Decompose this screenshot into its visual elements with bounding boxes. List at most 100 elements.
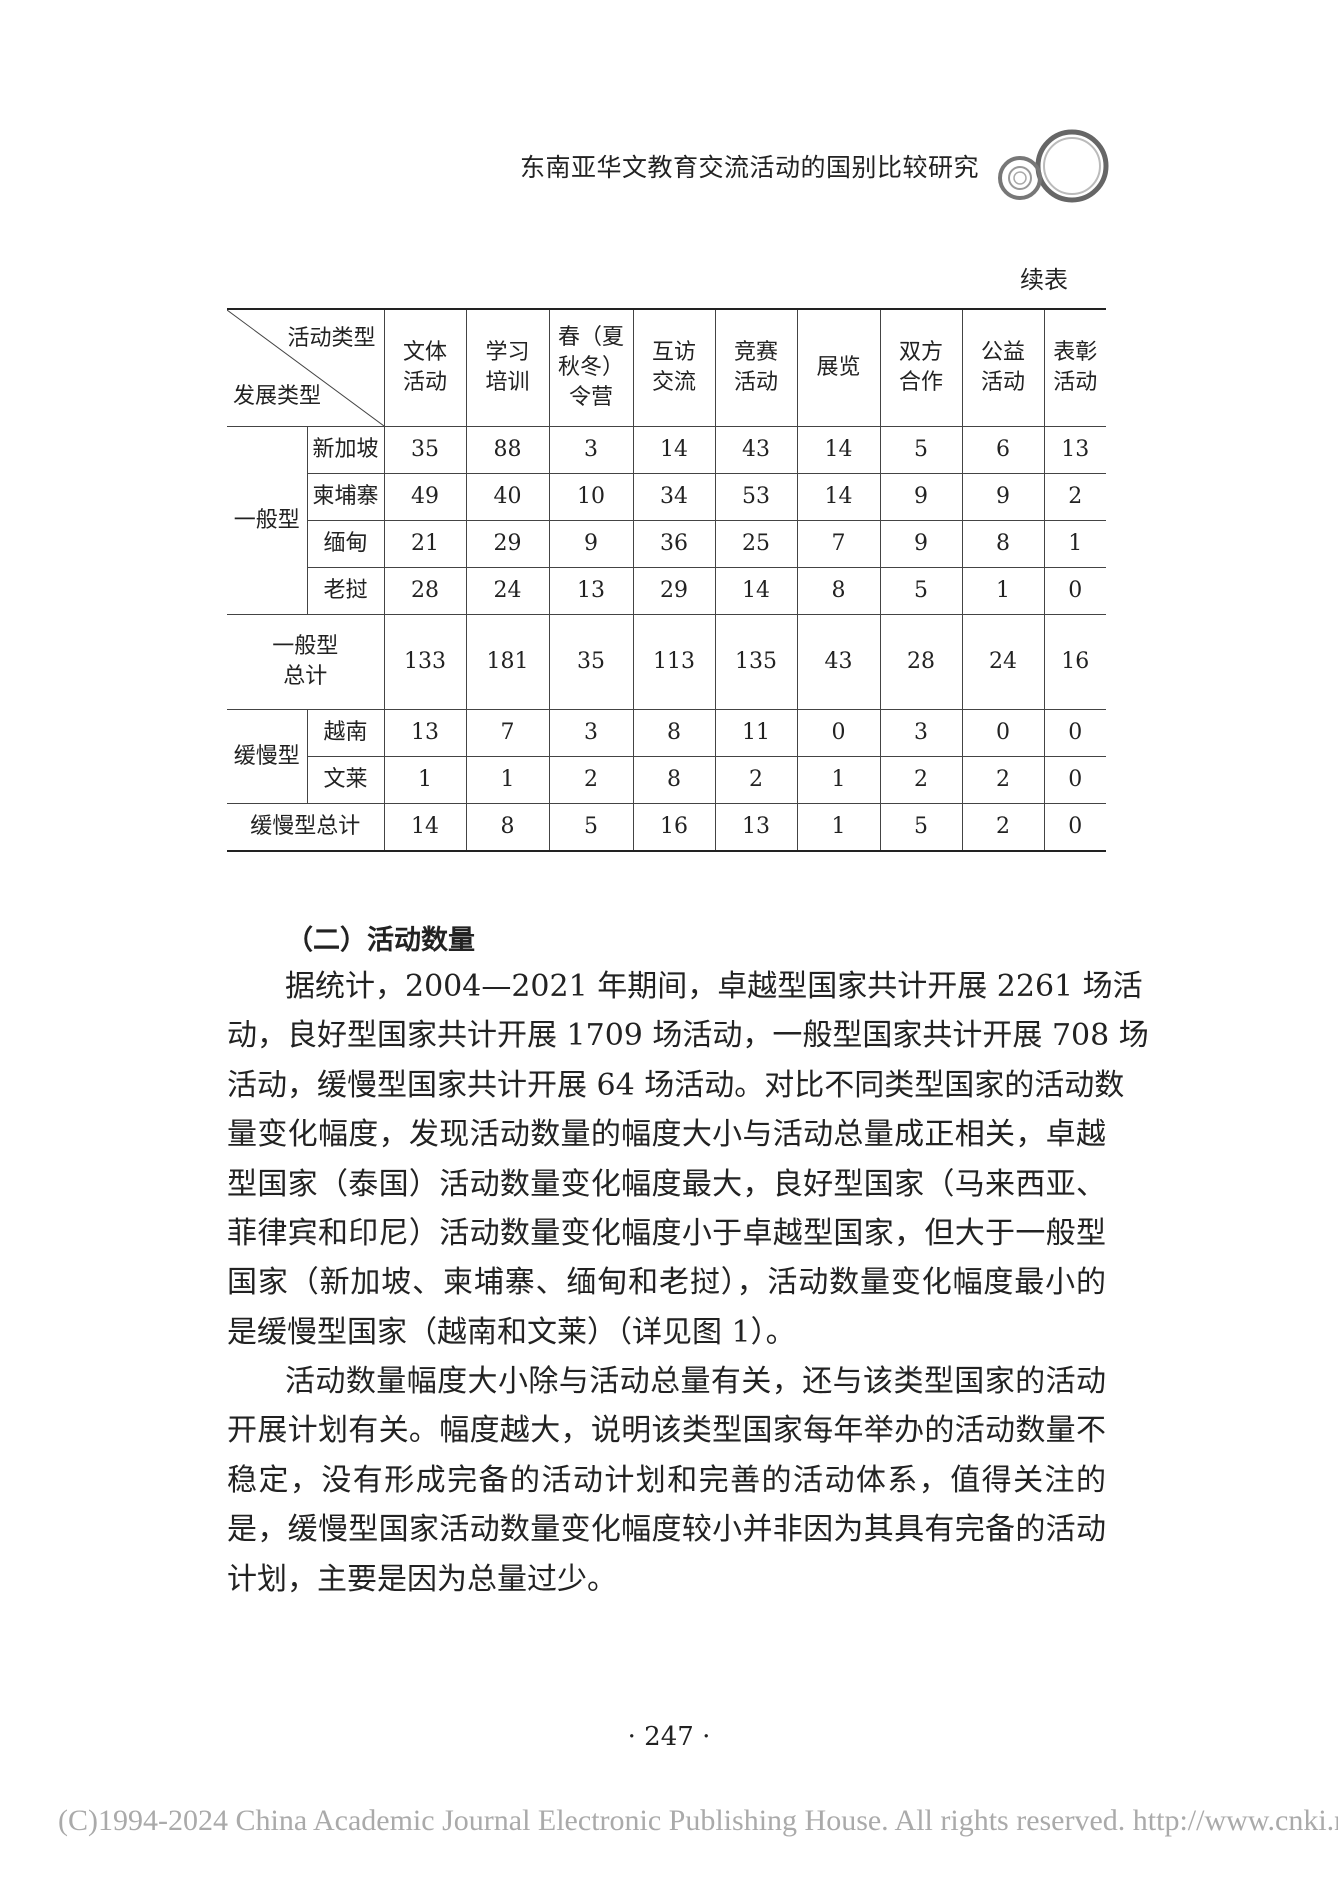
paragraph-line: 是，缓慢型国家活动数量变化幅度较小并非因为其具有完备的活动	[227, 1512, 1106, 1548]
column-header: 公益活动	[961, 308, 1045, 427]
value-cell: 2	[879, 756, 963, 804]
value-cell: 0	[796, 709, 881, 757]
column-header-label: 竞赛活动	[733, 340, 778, 395]
group-label: 缓慢型	[227, 709, 308, 804]
value-cell: 13	[1043, 426, 1106, 474]
column-header-label: 表彰活动	[1053, 340, 1098, 395]
diagonal-line	[227, 310, 384, 426]
column-header-label: 互访交流	[651, 340, 696, 395]
value-cell: 1	[796, 756, 881, 804]
value-cell: 0	[1043, 709, 1106, 757]
value-cell: 6	[961, 426, 1045, 474]
rings-logo-icon	[998, 129, 1109, 203]
value-cell: 5	[879, 426, 963, 474]
paragraph-line: 量变化幅度，发现活动数量的幅度大小与活动总量成正相关，卓越	[227, 1117, 1106, 1153]
paragraph: 据统计，2004—2021 年期间，卓越型国家共计开展 2261 场活 动，良好型…	[227, 962, 1149, 1357]
column-header-label: 文体活动	[402, 340, 447, 395]
paragraph-line: 据统计，2004—2021 年期间，卓越型国家共计开展 2261 场活	[285, 969, 1143, 1004]
column-header: 竞赛活动	[714, 308, 798, 427]
value-cell: 8	[632, 709, 716, 757]
paragraph-line: 型国家（泰国）活动数量变化幅度最大，良好型国家（马来西亚、	[227, 1166, 1106, 1202]
value-cell: 113	[632, 614, 716, 710]
value-cell: 5	[879, 567, 963, 615]
paragraph-line: 稳定，没有形成完备的活动计划和完善的活动体系，值得关注的	[227, 1462, 1106, 1498]
value-cell: 29	[465, 520, 550, 568]
table-row: 缓慢型 越南 13 7 3 8 11 0 3 0 0	[227, 709, 1106, 804]
value-cell: 0	[1043, 567, 1106, 615]
value-cell: 16	[1043, 614, 1106, 710]
header-row: 活动类型 发展类型 文体活动 学习培训 春（夏 秋冬） 令营 互访交流 竞赛活动 展…	[227, 308, 1106, 427]
column-header: 春（夏 秋冬） 令营	[548, 308, 634, 427]
value-cell: 2	[961, 803, 1045, 852]
paragraph-line: 开展计划有关。幅度越大，说明该类型国家每年举办的活动数量不	[227, 1413, 1106, 1449]
country-cell: 越南	[306, 709, 385, 757]
value-cell: 8	[632, 756, 716, 804]
value-cell: 8	[796, 567, 881, 615]
value-cell: 28	[879, 614, 963, 710]
value-cell: 21	[383, 520, 467, 568]
running-head: 东南亚华文教育交流活动的国别比较研究	[520, 153, 980, 182]
value-cell: 43	[714, 426, 798, 474]
value-cell: 53	[714, 473, 798, 521]
country-cell: 新加坡	[306, 426, 385, 474]
country-cell: 文莱	[307, 756, 385, 804]
country-cell: 缅甸	[307, 520, 385, 568]
column-header: 学习培训	[465, 308, 550, 427]
value-cell: 14	[796, 473, 881, 521]
value-cell: 11	[714, 709, 798, 757]
table-row: 文莱 1 1 2 8 2 1 2 2 0	[227, 756, 1106, 804]
total-row: 缓慢型总计 14 8 5 16 13 1 5 2 0	[227, 803, 1106, 852]
paragraph-line: 计划，主要是因为总量过少。	[227, 1561, 617, 1597]
value-cell: 13	[383, 709, 467, 757]
value-cell: 24	[465, 567, 550, 615]
column-header-line: 春（夏	[557, 325, 624, 350]
column-header: 互访交流	[632, 308, 716, 427]
table-row: 缅甸 21 29 9 36 25 7 9 8 1	[227, 520, 1106, 568]
column-header: 文体活动	[383, 308, 467, 427]
column-header: 双方合作	[879, 308, 963, 427]
value-cell: 2	[1043, 473, 1106, 521]
corner-top-label: 活动类型	[287, 326, 376, 351]
corner-bottom-label: 发展类型	[233, 384, 322, 409]
copyright-footer: (C)1994-2024 China Academic Journal Elec…	[58, 1804, 1338, 1837]
total-label-line: 总计	[283, 664, 328, 689]
value-cell: 3	[879, 709, 963, 757]
column-header: 表彰活动	[1043, 308, 1106, 427]
table-row: 老挝 28 24 13 29 14 8 5 1 0	[227, 567, 1106, 615]
column-header-line: 秋冬）	[557, 355, 624, 380]
value-cell: 29	[632, 567, 716, 615]
value-cell: 10	[548, 473, 634, 521]
value-cell: 16	[632, 803, 716, 852]
value-cell: 0	[961, 709, 1045, 757]
paragraph: 活动数量幅度大小除与活动总量有关，还与该类型国家的活动开展计划有关。幅度越大，说…	[227, 1357, 1106, 1604]
value-cell: 2	[548, 756, 634, 804]
value-cell: 7	[465, 709, 550, 757]
value-cell: 9	[879, 520, 963, 568]
column-header-label: 学习培训	[485, 340, 530, 395]
country-cell: 老挝	[307, 567, 385, 615]
value-cell: 40	[465, 473, 550, 521]
value-cell: 13	[548, 567, 634, 615]
value-cell: 25	[714, 520, 798, 568]
total-label: 一般型 总计	[227, 614, 385, 710]
paragraph-line: 活动数量幅度大小除与活动总量有关，还与该类型国家的活动	[285, 1364, 1106, 1399]
value-cell: 35	[383, 426, 467, 474]
section-heading: （二）活动数量	[286, 925, 475, 956]
column-header-label: 双方合作	[898, 340, 943, 395]
activity-table: 活动类型 发展类型 文体活动 学习培训 春（夏 秋冬） 令营 互访交流 竞赛活动 展…	[227, 308, 1106, 852]
total-row: 一般型 总计 133 181 35 113 135 43 28 24 16	[227, 614, 1106, 710]
value-cell: 1	[961, 567, 1045, 615]
paragraph-line: 国家（新加坡、柬埔寨、缅甸和老挝），活动数量变化幅度最小的	[227, 1265, 1106, 1301]
value-cell: 14	[714, 567, 798, 615]
total-label-line: 一般型	[272, 634, 339, 659]
table-row: 柬埔寨 49 40 10 34 53 14 9 9 2	[227, 473, 1106, 521]
value-cell: 14	[383, 803, 467, 852]
value-cell: 5	[879, 803, 963, 852]
value-cell: 2	[714, 756, 798, 804]
value-cell: 14	[632, 426, 716, 474]
country-cell: 柬埔寨	[307, 473, 385, 521]
value-cell: 1	[1043, 520, 1106, 568]
value-cell: 1	[383, 756, 467, 804]
value-cell: 2	[961, 756, 1045, 804]
value-cell: 133	[383, 614, 467, 710]
